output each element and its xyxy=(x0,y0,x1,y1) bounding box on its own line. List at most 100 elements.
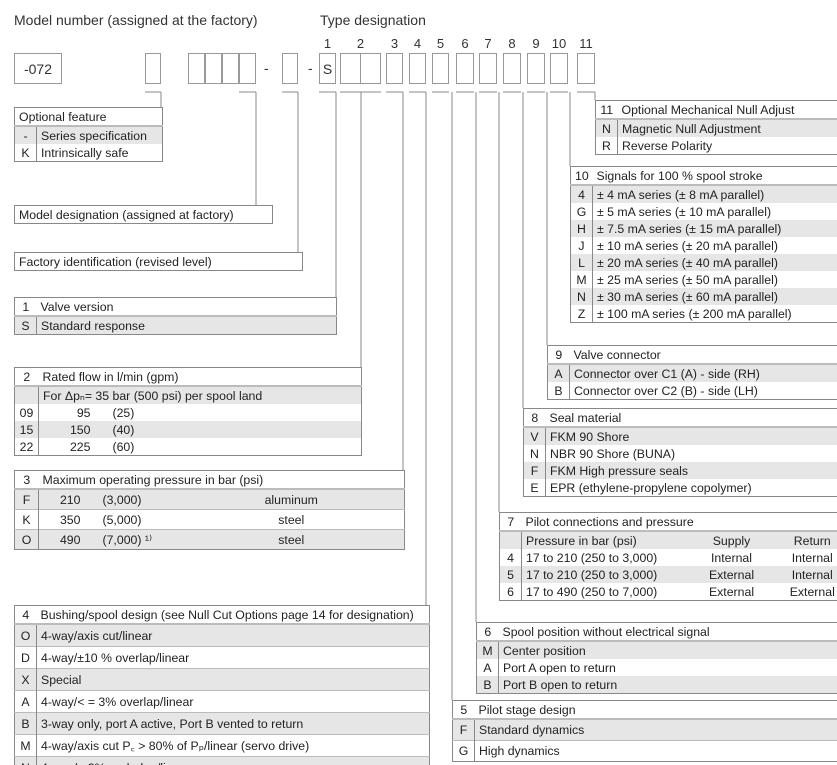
table-cell: A xyxy=(547,364,570,382)
table-cell: 9 xyxy=(547,345,570,365)
position-number: 9 xyxy=(532,36,540,51)
position-number: 1 xyxy=(323,36,332,51)
model-number-label: Model number (assigned at the factory) xyxy=(14,12,258,28)
table-title: Maximum operating pressure in bar (psi) xyxy=(38,470,405,490)
position-number: 2 xyxy=(356,36,365,51)
table-t6: 6 Spool position without electrical signa… xyxy=(476,622,837,694)
table-cell: 4-way/axis cut/linear xyxy=(36,623,430,647)
table-cell: Center position xyxy=(498,641,837,659)
table-cell: Port A open to return xyxy=(503,660,616,675)
table-cell: External xyxy=(696,566,767,583)
type-position-box-1: S xyxy=(319,53,336,84)
type-position-box-3 xyxy=(386,53,403,84)
table-cell: M xyxy=(570,271,593,288)
table-cell: aluminum xyxy=(178,488,405,510)
table-title: Model designation (assigned at factory) xyxy=(19,207,234,222)
table-cell: 22 xyxy=(14,438,39,456)
table-t9: 9 Valve connector A Connector over C1 (A) -… xyxy=(547,345,837,400)
table-cell: Internal xyxy=(791,550,833,565)
model-designation-box xyxy=(188,53,205,84)
separator-dash: - xyxy=(308,60,313,76)
table-cell: J xyxy=(570,237,593,254)
table-row: A Connector over C1 (A) - side (RH) xyxy=(547,364,837,382)
table-cell: 5 xyxy=(499,566,522,583)
table-cell: For Δpₙ= 35 bar (500 psi) per spool land xyxy=(38,386,362,404)
table-row: V FKM 90 Shore xyxy=(523,427,837,445)
table-cell: (25) xyxy=(112,405,135,420)
table-cell xyxy=(499,531,522,549)
table-row: E EPR (ethylene-propylene copolymer) xyxy=(523,479,837,497)
table-cell: 4 xyxy=(14,605,37,625)
model-designation-box xyxy=(205,53,222,84)
table-row: F 210 (3,000) aluminum xyxy=(14,488,405,510)
type-position-box-7 xyxy=(479,53,497,84)
model-designation-box xyxy=(239,53,256,84)
table-cell: Return xyxy=(766,531,837,549)
table-cell: 4-way/< = 3% overlap/linear xyxy=(36,690,430,713)
table-header: 4 Bushing/spool design (see Null Cut Opti… xyxy=(14,605,430,625)
model-prefix-box: -072 xyxy=(14,53,62,84)
table-cell: FKM High pressure seals xyxy=(545,462,837,479)
type-position-box-6 xyxy=(456,53,474,84)
type-position-box-5 xyxy=(432,53,449,84)
table-cell: A xyxy=(476,659,499,676)
table-cell: (40) xyxy=(108,421,362,438)
type-position-box-2 xyxy=(340,53,381,84)
position-number: 6 xyxy=(461,36,469,51)
table-cell: N xyxy=(14,756,37,765)
table-cell: ± 7.5 mA series (± 15 mA parallel) xyxy=(592,220,837,237)
table-cell: Supply xyxy=(696,531,767,549)
separator-dash: - xyxy=(264,60,269,76)
table-row: B Connector over C2 (B) - side (LH) xyxy=(547,382,837,400)
type-position-box-10 xyxy=(550,53,568,84)
table-subheader: For Δpₙ= 35 bar (500 psi) per spool land xyxy=(14,386,362,404)
table-cell: 4 xyxy=(570,185,593,203)
table-cell: Port B open to return xyxy=(498,676,837,694)
table-t5: 5 Pilot stage design F Standard dynamics G Hi… xyxy=(452,700,837,762)
table-cell: 4 xyxy=(499,549,522,566)
table-title: Pilot connections and pressure xyxy=(521,512,837,532)
table-cell: ± 5 mA series (± 10 mA parallel) xyxy=(597,204,772,219)
table-cell: ± 4 mA series (± 8 mA parallel) xyxy=(592,185,837,203)
table-row: G ± 5 mA series (± 10 mA parallel) xyxy=(570,203,837,220)
table-row: M 4-way/axis cut P꜀ > 80% of Pₚ/linear (s… xyxy=(14,734,430,757)
table-title: Factory identification (revised level) xyxy=(19,254,212,269)
table-t7: 7 Pilot connections and pressure Pressure … xyxy=(499,512,837,601)
table-cell: 17 to 210 (250 to 3,000) xyxy=(526,550,658,565)
table-cell: Z xyxy=(570,305,593,323)
table-cell: ± 10 mA series (± 20 mA parallel) xyxy=(597,238,778,253)
table-cell: M xyxy=(14,734,37,757)
table-cell: 4-way/< 3% underlap/linear xyxy=(36,756,430,765)
table-cell: ± 20 mA series (± 40 mA parallel) xyxy=(592,254,837,271)
table-cell: Connector over C1 (A) - side (RH) xyxy=(569,364,837,382)
table-cell: G xyxy=(570,203,593,220)
table-row: K 350 (5,000) steel xyxy=(14,509,405,530)
table-cell: S xyxy=(14,316,37,335)
table-cell: 3 xyxy=(14,470,39,490)
factory-id-box xyxy=(282,53,298,84)
table-cell: (3,000) xyxy=(98,488,179,510)
table-row: R Reverse Polarity xyxy=(595,137,837,155)
table-row: J ± 10 mA series (± 20 mA parallel) xyxy=(570,237,837,254)
table-title: Signals for 100 % spool stroke xyxy=(592,166,837,186)
table-cell: H xyxy=(570,220,593,237)
table-t4: 4 Bushing/spool design (see Null Cut Opti… xyxy=(14,605,430,765)
table-cell: High dynamics xyxy=(474,740,837,762)
table-cell: External xyxy=(789,584,835,599)
position-number: 11 xyxy=(579,36,593,51)
table-cell: Standard dynamics xyxy=(474,718,837,741)
type-designation-label: Type designation xyxy=(320,12,426,28)
table-cell: F xyxy=(523,462,546,479)
table-title: Valve version xyxy=(36,297,337,317)
table-row: O 490 (7,000) ¹⁾ steel xyxy=(14,529,405,550)
table-cell: 5 xyxy=(452,700,475,720)
table-cell: K xyxy=(14,509,39,530)
table-row: N NBR 90 Shore (BUNA) xyxy=(523,445,837,462)
optional-feature-box xyxy=(145,53,161,84)
table-factory: Factory identification (revised level) xyxy=(14,252,303,271)
table-model: Model designation (assigned at factory) xyxy=(14,205,273,224)
table-t2: 2 Rated flow in l/min (gpm) For Δpₙ= 35 ba… xyxy=(14,367,362,456)
table-cell: F xyxy=(14,488,39,510)
table-title: Optional Mechanical Null Adjust xyxy=(617,100,837,120)
